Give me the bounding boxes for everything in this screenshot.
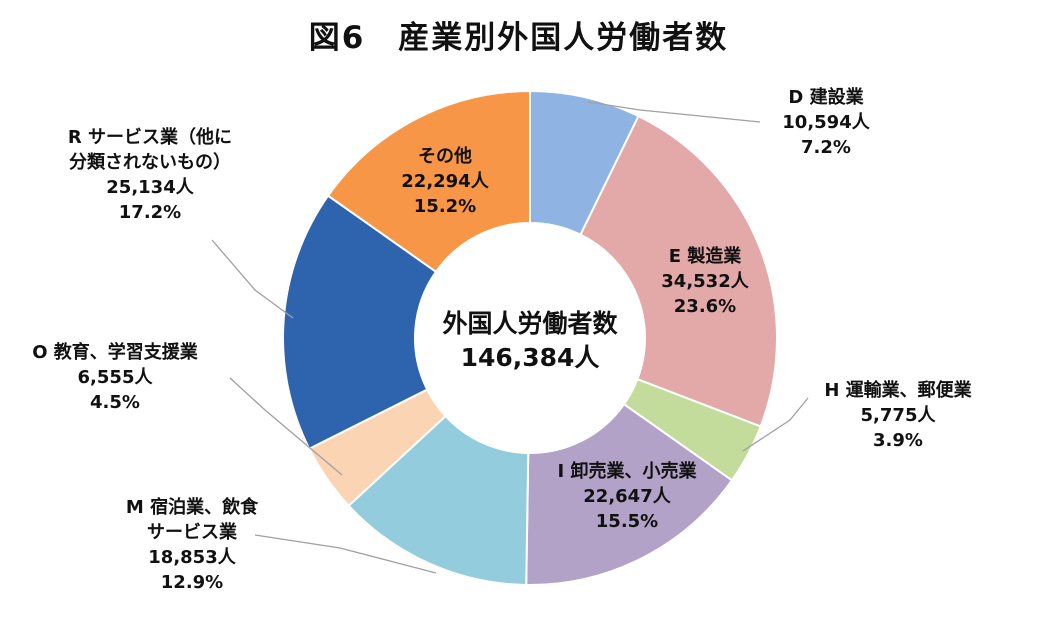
leader-line-5 bbox=[229, 377, 343, 476]
chart-title: 図6 産業別外国人労働者数 bbox=[308, 20, 729, 56]
slice-7 bbox=[326, 89, 531, 274]
data-label-6: R サービス業（他に分類されないもの） 25,134人 17.2% bbox=[68, 126, 232, 223]
data-label-3: I 卸売業、小売業 22,647人 15.5% bbox=[558, 460, 698, 532]
leader-line-0 bbox=[587, 101, 761, 123]
slice-3 bbox=[525, 402, 734, 586]
data-label-0: D 建設業 10,594人 7.2% bbox=[782, 86, 870, 158]
center-value: 146,384人 bbox=[461, 343, 600, 372]
data-label-5: O 教育、学習支援業 6,555人 4.5% bbox=[32, 341, 199, 413]
center-label: 外国人労働者数 bbox=[442, 309, 618, 338]
leader-line-4 bbox=[254, 534, 437, 574]
leader-line-2 bbox=[742, 397, 809, 452]
slice-1 bbox=[579, 114, 778, 428]
slice-6 bbox=[282, 194, 438, 451]
leader-line-6 bbox=[211, 239, 294, 319]
data-label-4: M 宿泊業、飲食サービス業 18,853人 12.9% bbox=[126, 496, 259, 593]
slice-4 bbox=[347, 414, 530, 586]
data-label-1: E 製造業 34,532人 23.6% bbox=[661, 245, 749, 317]
data-label-2: H 運輸業、郵便業 5,775人 3.9% bbox=[824, 379, 972, 451]
data-label-7: その他 22,294人 15.2% bbox=[401, 145, 489, 217]
